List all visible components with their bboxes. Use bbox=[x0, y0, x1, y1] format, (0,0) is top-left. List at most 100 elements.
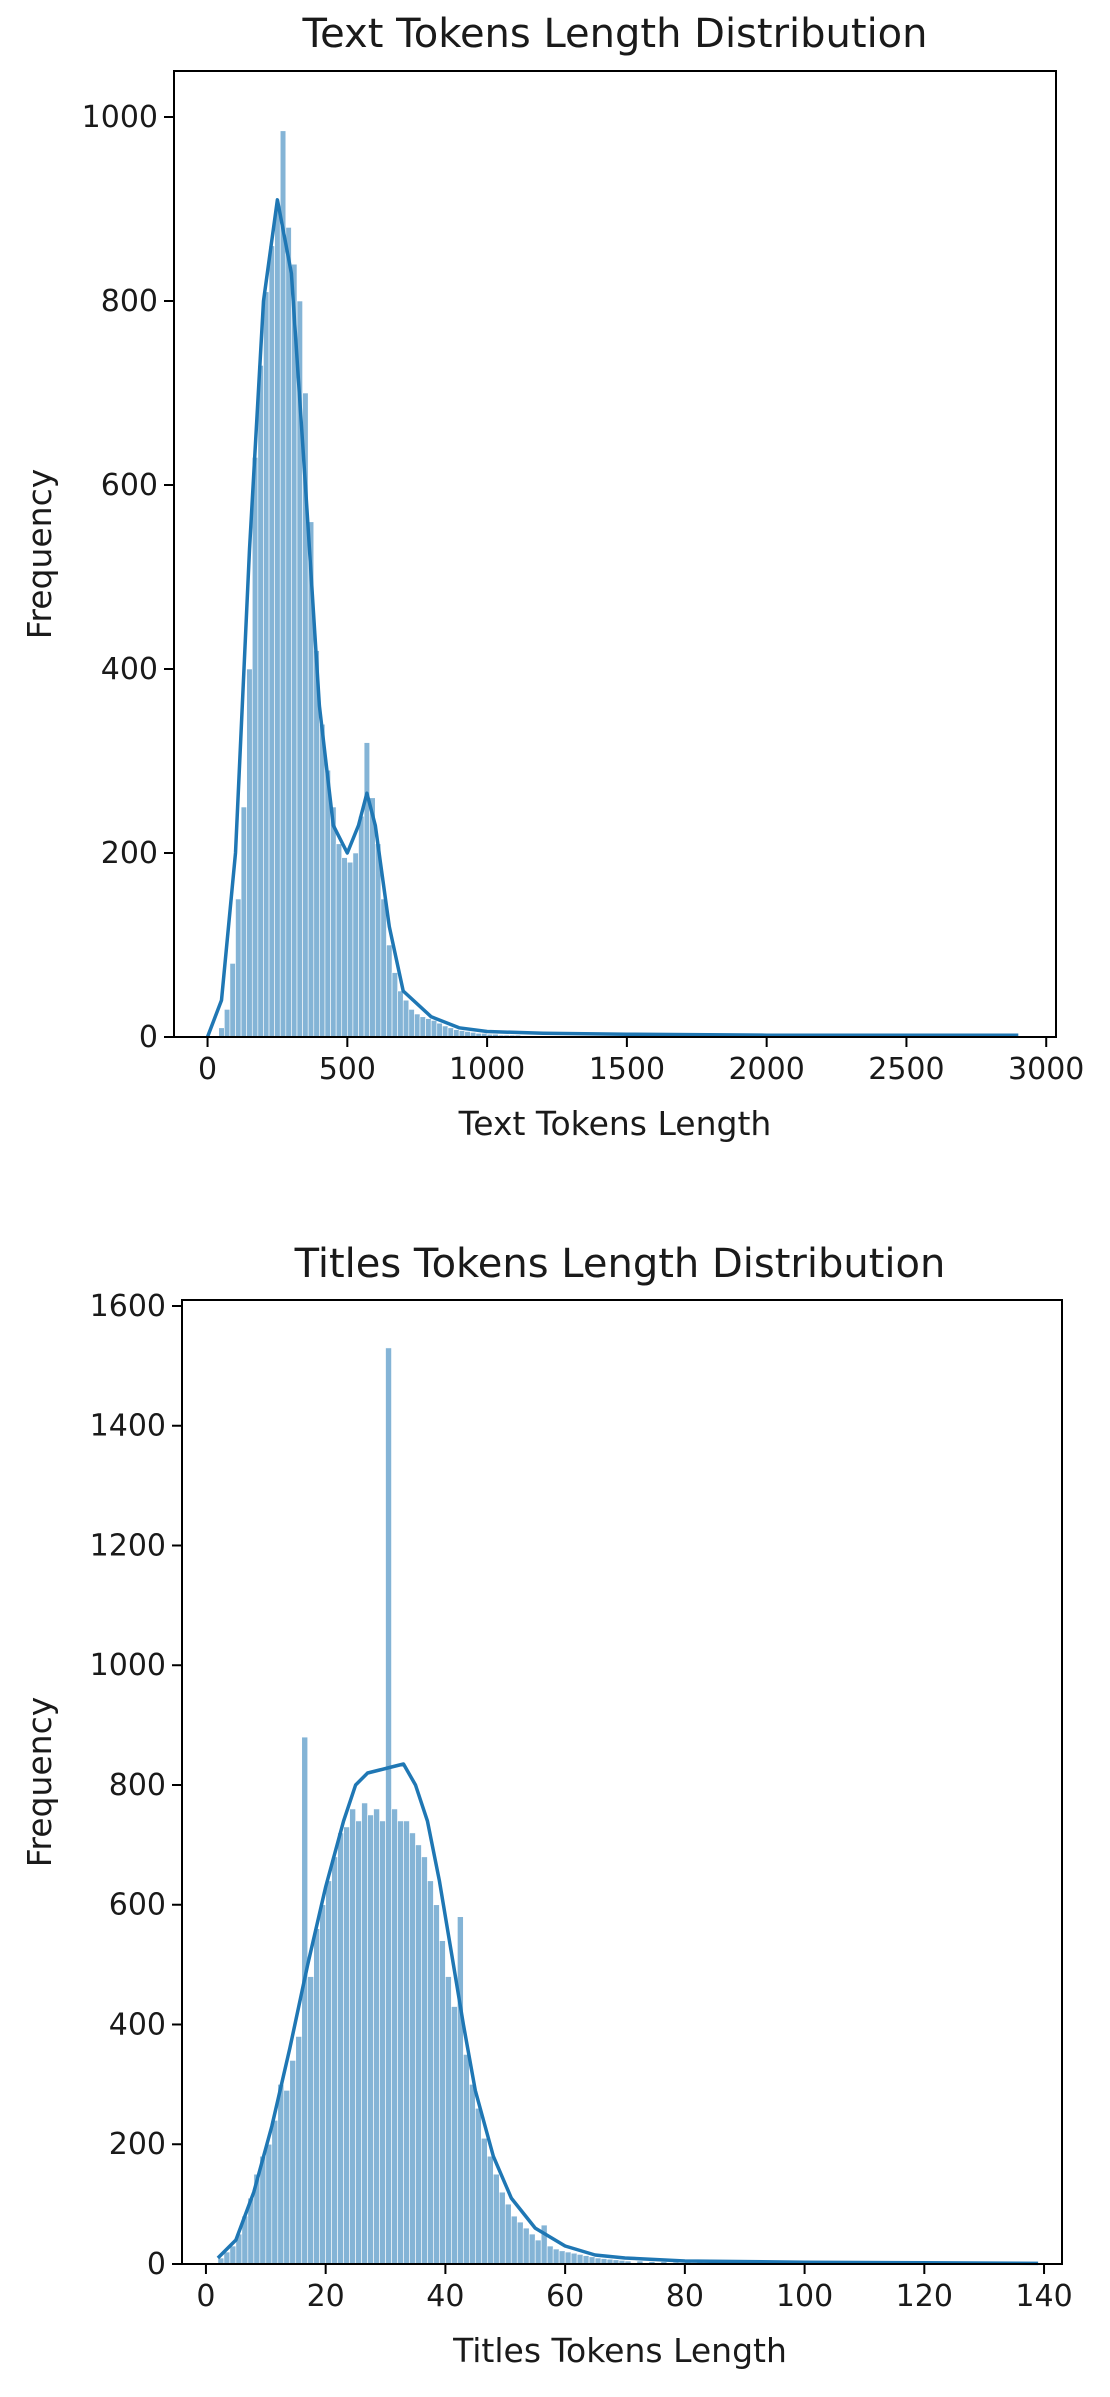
histogram-bar bbox=[355, 1820, 362, 2265]
histogram-bar bbox=[274, 208, 281, 1038]
histogram-bar bbox=[442, 1025, 449, 1038]
histogram-bar bbox=[291, 263, 298, 1038]
histogram-bar bbox=[570, 2252, 578, 2265]
histogram-bar bbox=[409, 1832, 416, 2265]
histogram-bar bbox=[358, 815, 365, 1038]
histogram-bar bbox=[564, 2251, 572, 2265]
x-axis-label: Titles Tokens Length bbox=[452, 2331, 787, 2370]
histogram-bar bbox=[265, 2143, 273, 2265]
x-axis-ticks: 0 20 40 60 80 100 120 140 bbox=[196, 2264, 1073, 2314]
histogram-bar bbox=[522, 2227, 530, 2265]
histogram-bar bbox=[427, 1880, 434, 2265]
x-tick-label: 3000 bbox=[1008, 1052, 1084, 1087]
y-axis-label: Frequency bbox=[20, 469, 59, 639]
y-tick-label: 0 bbox=[147, 2247, 166, 2282]
histogram-bar bbox=[391, 972, 398, 1038]
histogram-bar bbox=[361, 1802, 368, 2265]
histogram-bar bbox=[285, 227, 292, 1038]
histogram-bar bbox=[546, 2245, 554, 2265]
titles-tokens-chart: Titles Tokens Length Distribution 0 20 40 6… bbox=[20, 1241, 1073, 2370]
y-tick-label: 200 bbox=[101, 836, 158, 871]
y-tick-label: 800 bbox=[109, 1768, 166, 1803]
y-tick-label: 400 bbox=[109, 2007, 166, 2042]
histogram-bar bbox=[487, 2155, 494, 2265]
histogram-bar bbox=[301, 1736, 309, 2265]
histogram-bar bbox=[218, 1027, 225, 1038]
chart-title: Titles Tokens Length Distribution bbox=[294, 1241, 946, 1287]
histogram-bar bbox=[588, 2256, 596, 2265]
histogram-bar bbox=[352, 852, 359, 1038]
histogram-bar bbox=[373, 1808, 380, 2265]
x-tick-label: 0 bbox=[196, 2279, 215, 2314]
histogram-bar bbox=[453, 1029, 460, 1038]
x-tick-label: 500 bbox=[319, 1052, 376, 1087]
y-axis-ticks: 0 200 400 600 800 1000 bbox=[82, 100, 174, 1055]
histogram-bar bbox=[415, 1844, 422, 2265]
y-tick-label: 1600 bbox=[90, 1289, 166, 1324]
x-tick-label: 0 bbox=[198, 1052, 217, 1087]
histogram-bar bbox=[331, 1856, 338, 2265]
histogram-bar bbox=[289, 2060, 297, 2265]
histogram-bar bbox=[319, 723, 326, 1038]
histogram-bar bbox=[433, 1904, 440, 2265]
histogram-bar bbox=[504, 2203, 512, 2265]
histogram-bar bbox=[397, 1820, 404, 2265]
histogram-bar bbox=[510, 2215, 518, 2265]
histogram-bar bbox=[235, 898, 242, 1038]
y-tick-label: 600 bbox=[109, 1888, 166, 1923]
y-tick-label: 1200 bbox=[90, 1528, 166, 1563]
y-axis-ticks: 0 200 400 600 800 1000 1200 1400 1600 bbox=[90, 1289, 182, 2282]
x-tick-label: 40 bbox=[426, 2279, 464, 2314]
histogram-bar bbox=[379, 1820, 386, 2265]
histogram-bar bbox=[439, 1940, 446, 2265]
histogram-bar bbox=[419, 1016, 426, 1038]
histogram-bar bbox=[463, 2054, 470, 2265]
histogram-bar bbox=[516, 2221, 524, 2265]
x-tick-label: 20 bbox=[307, 2279, 345, 2314]
histogram-bar bbox=[498, 2191, 506, 2265]
histogram-bar bbox=[347, 861, 354, 1038]
histogram-bar bbox=[229, 963, 236, 1038]
histogram-bar bbox=[475, 2108, 482, 2265]
x-tick-label: 2000 bbox=[728, 1052, 804, 1087]
kde-line bbox=[216, 1762, 1039, 2266]
histogram-bars bbox=[217, 1347, 1039, 2265]
x-axis-ticks: 0 500 1000 1500 2000 2500 3000 bbox=[198, 1037, 1084, 1087]
y-tick-label: 0 bbox=[139, 1020, 158, 1055]
histogram-bar bbox=[408, 1009, 415, 1038]
histogram-bar bbox=[369, 797, 376, 1038]
histogram-bar bbox=[246, 668, 253, 1038]
chart-title: Text Tokens Length Distribution bbox=[301, 11, 927, 57]
histogram-bar bbox=[307, 1976, 315, 2265]
histogram-bar bbox=[425, 1018, 432, 1038]
y-tick-label: 400 bbox=[101, 652, 158, 687]
histogram-bar bbox=[528, 2233, 536, 2265]
histogram-bar bbox=[271, 2119, 279, 2265]
histogram-bar bbox=[445, 1976, 452, 2265]
histogram-bar bbox=[403, 1820, 410, 2265]
histogram-bar bbox=[576, 2254, 584, 2265]
x-tick-label: 2500 bbox=[868, 1052, 944, 1087]
histogram-bar bbox=[251, 457, 259, 1038]
histogram-bar bbox=[325, 1880, 332, 2265]
histogram-bar bbox=[469, 2084, 476, 2265]
histogram-bar bbox=[385, 1347, 392, 2265]
histogram-bar bbox=[414, 1013, 421, 1038]
histogram-bar bbox=[229, 2245, 237, 2265]
histogram-bar bbox=[343, 1826, 350, 2265]
histogram-bar bbox=[257, 365, 264, 1038]
plot-frame bbox=[181, 1299, 1063, 2265]
histogram-bar bbox=[391, 1808, 398, 2265]
histogram-bar bbox=[436, 1022, 443, 1038]
histogram-bar bbox=[223, 2251, 231, 2265]
histogram-bar bbox=[457, 1916, 464, 2265]
histogram-bar bbox=[552, 2248, 560, 2265]
histogram-bar bbox=[283, 2090, 291, 2265]
plot-frame bbox=[173, 70, 1057, 1038]
x-tick-label: 100 bbox=[776, 2279, 833, 2314]
y-axis-label: Frequency bbox=[20, 1697, 59, 1867]
histogram-bar bbox=[263, 291, 270, 1038]
histogram-bar bbox=[430, 1020, 438, 1038]
x-axis-label: Text Tokens Length bbox=[458, 1104, 772, 1143]
y-tick-label: 800 bbox=[101, 284, 158, 319]
